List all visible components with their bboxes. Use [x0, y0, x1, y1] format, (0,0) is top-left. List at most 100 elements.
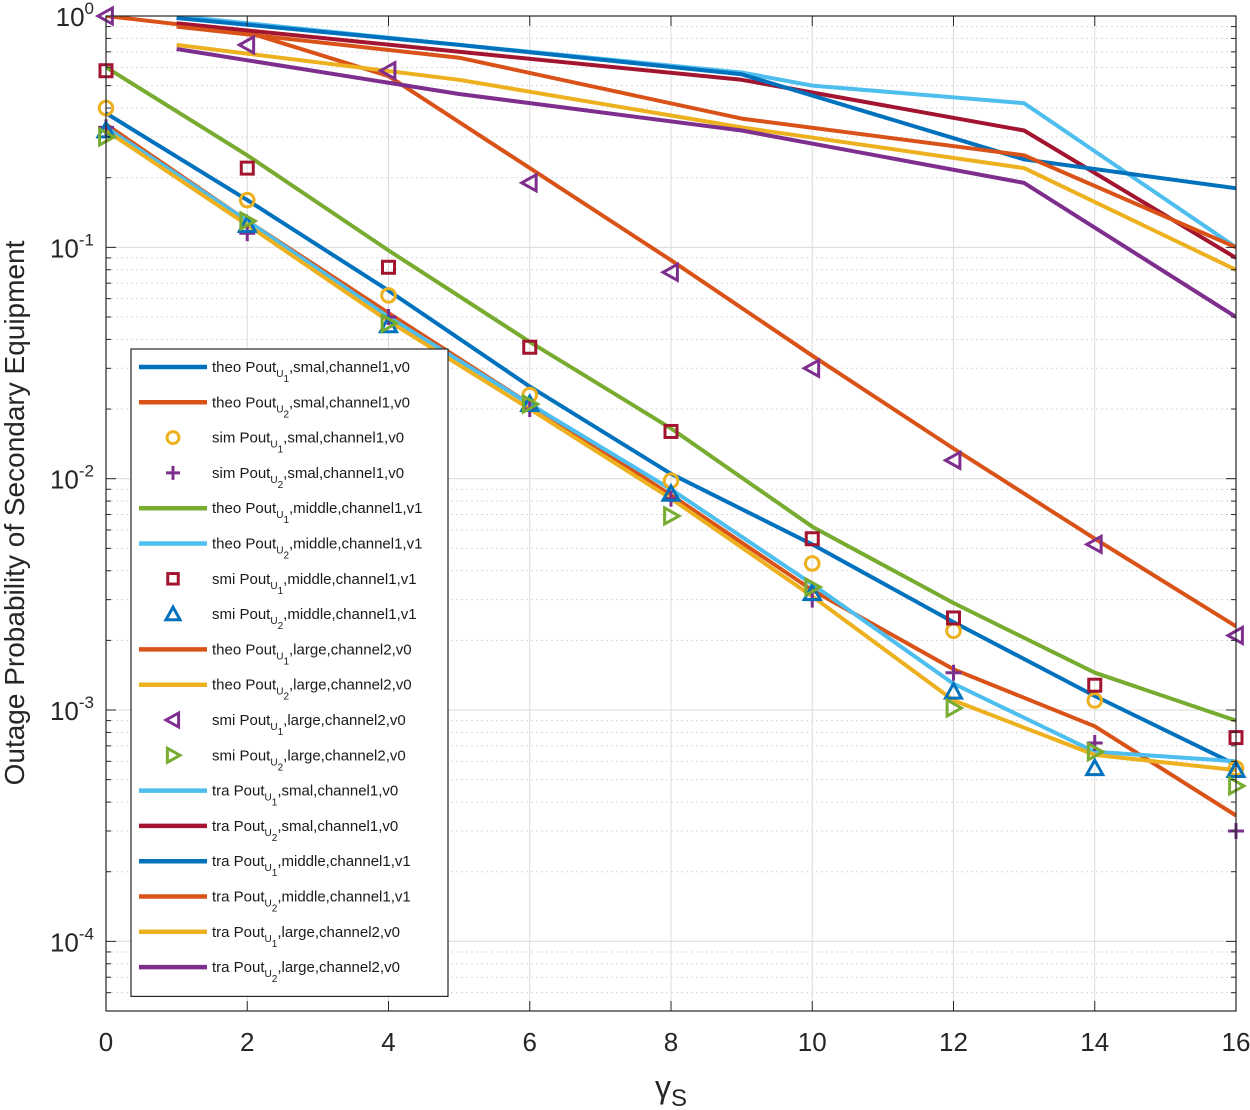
legend-item: theo PoutU1,middle,channel1,v1 [139, 500, 422, 526]
legend-item: smi PoutU2,middle,channel1,v1 [163, 604, 417, 632]
data-point-triangle-right [804, 576, 824, 598]
data-point-triangle-right [380, 312, 400, 334]
legend-label: theo PoutU1,smal,channel1,v0 [212, 359, 410, 385]
x-tick-label: 12 [939, 1027, 968, 1057]
data-point-square [522, 339, 538, 355]
legend: theo PoutU1,smal,channel1,v0 theo PoutU2,… [130, 348, 449, 998]
legend-box [130, 348, 449, 998]
legend-item: sim PoutU2,smal,channel1,v0 [166, 465, 404, 491]
legend-label: sim PoutU1,smal,channel1,v0 [212, 430, 404, 456]
data-point-triangle-right [1228, 775, 1248, 797]
legend-item: smi PoutU1,large,channel2,v0 [162, 710, 406, 738]
data-point-plus [239, 225, 256, 242]
data-point-triangle-right [1086, 741, 1106, 763]
y-tick-label: 10-1 [50, 230, 94, 263]
legend-item: tra PoutU2,large,channel2,v0 [139, 959, 400, 985]
legend-label: tra PoutU1,smal,channel1,v0 [212, 783, 398, 809]
x-tick-label: 16 [1222, 1027, 1250, 1057]
legend-item: tra PoutU2,smal,channel1,v0 [139, 818, 398, 844]
data-point-circle [238, 191, 256, 209]
legend-item: sim PoutU1,smal,channel1,v0 [165, 430, 404, 456]
axis-ticks: 0 2 4 6 8 10 12 14 16 100 10-1 10-2 10-3 10-4 [50, 0, 1250, 1057]
data-point-triangle-right [165, 745, 184, 765]
legend-label: smi PoutU1,middle,channel1,v1 [212, 571, 417, 597]
series-line-9 [106, 16, 1236, 628]
series-markers-3 [97, 99, 1245, 777]
data-point-triangle-left [377, 60, 397, 82]
series-markers-11 [94, 5, 1244, 647]
data-point-triangle-left [659, 261, 679, 283]
y-tick-label: 10-3 [50, 693, 94, 726]
legend-label: tra PoutU2,large,channel2,v0 [212, 959, 400, 985]
legend-label: tra PoutU2,middle,channel1,v1 [212, 889, 411, 915]
data-point-triangle-up [942, 680, 965, 700]
legend-item: theo PoutU1,large,channel2,v0 [139, 641, 412, 667]
data-point-triangle-right [98, 126, 118, 148]
legend-label: theo PoutU1,large,channel2,v0 [212, 641, 412, 667]
x-tick-label: 4 [381, 1027, 395, 1057]
legend-label: tra PoutU1,large,channel2,v0 [212, 924, 400, 950]
legend-label: tra PoutU2,smal,channel1,v0 [212, 818, 398, 844]
data-point-circle [1086, 692, 1104, 709]
series-line-5 [106, 65, 1236, 723]
data-point-square [946, 610, 961, 626]
legend-item: smi PoutU2,large,channel2,v0 [165, 745, 406, 773]
series-line-17 [176, 42, 1236, 272]
data-point-square [663, 423, 679, 439]
x-tick-label: 6 [523, 1027, 537, 1057]
x-axis-label: γS [655, 1069, 687, 1110]
series-line-6 [106, 125, 1236, 764]
data-point-triangle-up [163, 604, 183, 622]
legend-label: smi PoutU2,middle,channel1,v1 [212, 606, 417, 632]
data-point-triangle-left [942, 449, 962, 471]
series-markers [94, 5, 1248, 839]
legend-label: theo PoutU2,middle,channel1,v1 [212, 536, 422, 562]
y-axis-label: Outage Probability of Secondary Equipmen… [0, 240, 30, 785]
data-point-circle [803, 555, 821, 572]
legend-item: theo PoutU1,smal,channel1,v0 [139, 359, 410, 385]
legend-item: theo PoutU2,large,channel2,v0 [139, 677, 412, 703]
legend-item: tra PoutU1,middle,channel1,v1 [139, 853, 411, 879]
x-tick-label: 8 [664, 1027, 678, 1057]
y-tick-label: 10-4 [50, 924, 94, 957]
data-point-plus [663, 490, 679, 507]
data-point-square [166, 572, 180, 586]
data-point-triangle-left [162, 710, 181, 730]
y-tick-label: 100 [56, 0, 94, 32]
data-point-circle [165, 430, 181, 446]
data-point-square [239, 160, 255, 176]
x-tick-label: 14 [1080, 1027, 1109, 1057]
legend-label: smi PoutU2,large,channel2,v0 [212, 747, 406, 773]
data-point-triangle-left [1224, 624, 1244, 647]
data-point-triangle-up [660, 482, 682, 502]
legend-item: tra PoutU2,middle,channel1,v1 [139, 889, 411, 915]
legend-label: tra PoutU1,middle,channel1,v1 [212, 853, 411, 879]
data-point-triangle-up [1084, 757, 1106, 777]
data-point-triangle-left [801, 357, 821, 379]
data-point-triangle-right [239, 210, 259, 232]
legend-item: tra PoutU1,large,channel2,v0 [139, 924, 400, 950]
data-point-plus [945, 664, 962, 681]
legend-label: sim PoutU2,smal,channel1,v0 [212, 465, 404, 491]
legend-label: theo PoutU2,large,channel2,v0 [212, 677, 412, 703]
data-point-triangle-right [945, 697, 965, 719]
x-tick-label: 2 [240, 1027, 254, 1057]
legend-label: smi PoutU1,large,channel2,v0 [212, 712, 406, 738]
plot-series [94, 5, 1248, 839]
y-tick-label: 10-2 [50, 462, 94, 495]
data-point-square [381, 259, 396, 275]
series-line-14 [176, 21, 1236, 260]
legend-label: theo PoutU2,smal,channel1,v0 [212, 394, 410, 420]
data-point-triangle-right [521, 393, 541, 415]
series-lines [106, 16, 1236, 818]
data-point-square [804, 531, 820, 547]
legend-item: theo PoutU2,middle,channel1,v1 [139, 536, 422, 562]
legend-item: theo PoutU2,smal,channel1,v0 [139, 394, 410, 420]
data-point-plus [166, 465, 180, 480]
legend-label: theo PoutU1,middle,channel1,v1 [212, 500, 422, 526]
data-point-triangle-right [663, 505, 683, 527]
axis-titles: γS Outage Probability of Secondary Equip… [0, 240, 687, 1110]
legend-item: smi PoutU1,middle,channel1,v1 [166, 571, 417, 597]
series-line-18 [176, 47, 1236, 319]
